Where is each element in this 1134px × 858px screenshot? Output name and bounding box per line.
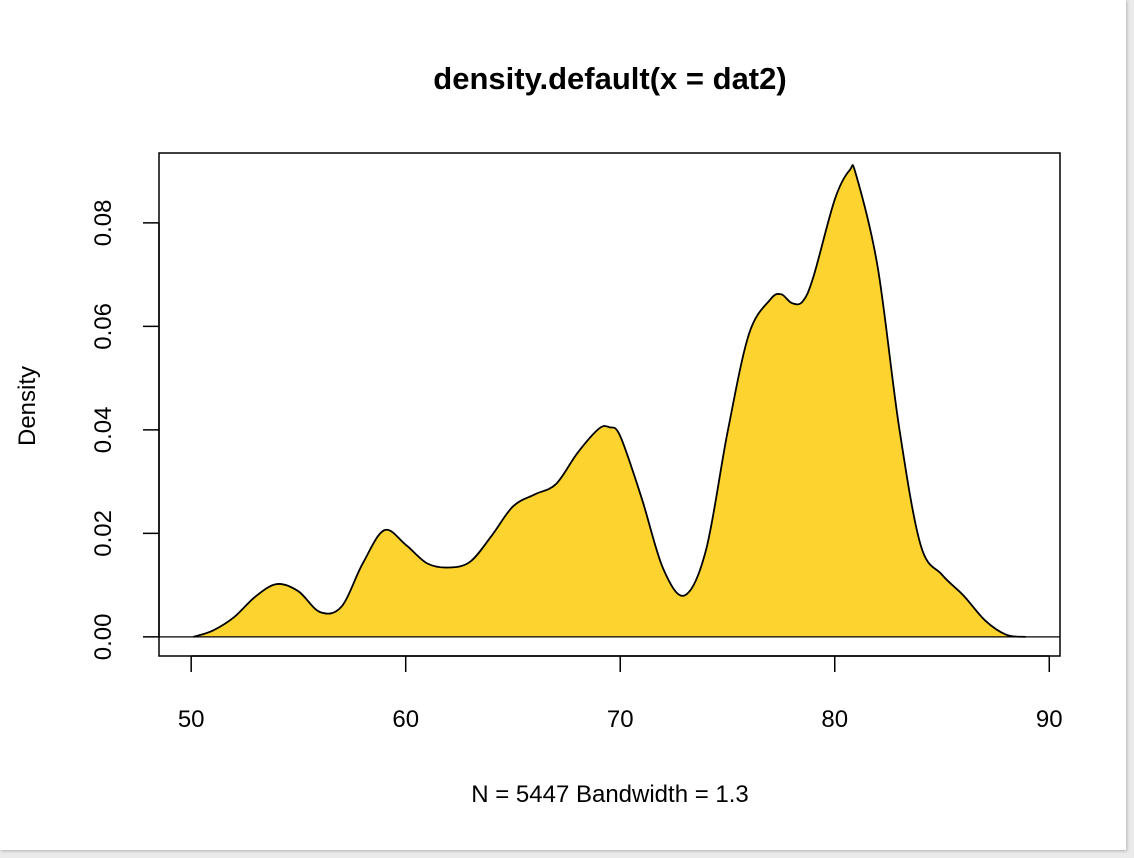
x-tick-label: 90 <box>1036 706 1063 733</box>
x-tick-label: 80 <box>821 706 848 733</box>
density-curve <box>193 164 1026 638</box>
y-tick-label: 0.08 <box>90 200 117 247</box>
density-area <box>193 165 1026 637</box>
x-tick-label: 60 <box>392 706 419 733</box>
y-tick-label: 0.00 <box>90 613 117 660</box>
chart-title: density.default(x = dat2) <box>433 61 786 96</box>
x-axis-label: N = 5447 Bandwidth = 1.3 <box>471 781 749 808</box>
x-tick-label: 70 <box>607 706 634 733</box>
y-tick-label: 0.02 <box>90 510 117 557</box>
y-tick-label: 0.06 <box>90 303 117 350</box>
y-tick-label: 0.04 <box>90 407 117 454</box>
y-axis-label: Density <box>14 366 41 446</box>
x-tick-label: 50 <box>178 706 205 733</box>
